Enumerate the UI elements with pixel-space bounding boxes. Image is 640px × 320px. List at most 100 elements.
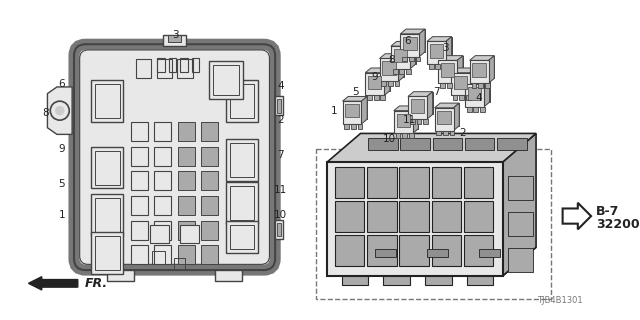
- Polygon shape: [327, 247, 536, 276]
- Text: 1: 1: [331, 106, 337, 116]
- Text: 3: 3: [443, 43, 449, 53]
- Bar: [201, 196, 218, 215]
- Bar: [131, 147, 148, 166]
- Bar: [351, 124, 356, 129]
- Polygon shape: [470, 60, 488, 83]
- Text: 3: 3: [172, 30, 179, 40]
- Text: 6: 6: [404, 36, 412, 46]
- Polygon shape: [465, 79, 490, 84]
- FancyBboxPatch shape: [74, 44, 275, 270]
- Bar: [150, 225, 169, 244]
- Text: 2: 2: [278, 115, 284, 125]
- Bar: [399, 235, 429, 266]
- Bar: [201, 245, 218, 264]
- Bar: [179, 221, 195, 240]
- Text: 8: 8: [42, 108, 49, 117]
- Bar: [465, 138, 494, 149]
- Bar: [368, 138, 397, 149]
- Bar: [131, 196, 148, 215]
- Polygon shape: [427, 41, 446, 64]
- Bar: [432, 235, 461, 266]
- Bar: [442, 64, 447, 69]
- Bar: [173, 258, 185, 269]
- Bar: [432, 201, 461, 232]
- Text: 7: 7: [278, 150, 284, 160]
- Bar: [131, 122, 148, 141]
- Text: 2: 2: [460, 128, 467, 139]
- Bar: [409, 133, 413, 138]
- Bar: [452, 95, 458, 100]
- Bar: [230, 186, 254, 220]
- Bar: [91, 194, 124, 236]
- Bar: [460, 95, 464, 100]
- Bar: [464, 201, 493, 232]
- Bar: [399, 69, 404, 74]
- Bar: [480, 107, 485, 112]
- Bar: [393, 69, 397, 74]
- Bar: [179, 147, 195, 166]
- Bar: [179, 172, 195, 190]
- Polygon shape: [371, 68, 390, 91]
- Bar: [472, 83, 476, 88]
- Bar: [201, 122, 218, 141]
- Bar: [464, 235, 493, 266]
- Bar: [180, 225, 199, 244]
- Bar: [91, 80, 124, 122]
- Polygon shape: [327, 162, 503, 276]
- Bar: [91, 232, 124, 274]
- Bar: [95, 150, 120, 185]
- Polygon shape: [503, 133, 536, 276]
- Polygon shape: [444, 56, 463, 78]
- Bar: [367, 201, 397, 232]
- Bar: [230, 84, 254, 118]
- Bar: [395, 81, 399, 86]
- Bar: [154, 122, 171, 141]
- Bar: [415, 57, 420, 61]
- Bar: [440, 83, 445, 88]
- Bar: [177, 60, 193, 78]
- Polygon shape: [365, 68, 390, 73]
- Bar: [430, 44, 443, 58]
- Bar: [396, 133, 401, 138]
- Bar: [441, 63, 454, 76]
- Polygon shape: [484, 79, 490, 107]
- Text: 4: 4: [278, 81, 284, 91]
- Bar: [367, 235, 397, 266]
- Bar: [401, 138, 430, 149]
- Bar: [201, 221, 218, 240]
- Bar: [399, 201, 429, 232]
- Bar: [344, 124, 349, 129]
- Bar: [154, 245, 171, 264]
- Bar: [131, 221, 148, 240]
- Polygon shape: [401, 29, 425, 34]
- Polygon shape: [362, 96, 367, 124]
- Bar: [374, 95, 379, 100]
- Text: 5: 5: [58, 179, 65, 189]
- Polygon shape: [440, 103, 460, 126]
- Bar: [381, 81, 386, 86]
- Bar: [403, 133, 407, 138]
- Bar: [179, 122, 195, 141]
- Bar: [443, 131, 448, 135]
- Bar: [388, 81, 393, 86]
- Polygon shape: [342, 101, 362, 124]
- Polygon shape: [427, 92, 433, 119]
- Bar: [154, 172, 171, 190]
- Polygon shape: [394, 106, 419, 111]
- Polygon shape: [410, 41, 415, 69]
- Text: TJB4B1301: TJB4B1301: [537, 296, 582, 305]
- Bar: [403, 37, 417, 50]
- Bar: [454, 83, 458, 88]
- Text: 9: 9: [58, 144, 65, 154]
- Bar: [380, 95, 385, 100]
- Bar: [157, 60, 172, 78]
- Polygon shape: [348, 96, 367, 119]
- Bar: [485, 83, 490, 88]
- Polygon shape: [470, 68, 476, 95]
- Bar: [168, 35, 181, 42]
- Polygon shape: [458, 56, 463, 83]
- Polygon shape: [419, 29, 425, 57]
- Bar: [180, 59, 188, 72]
- Bar: [342, 276, 368, 285]
- Bar: [358, 124, 362, 129]
